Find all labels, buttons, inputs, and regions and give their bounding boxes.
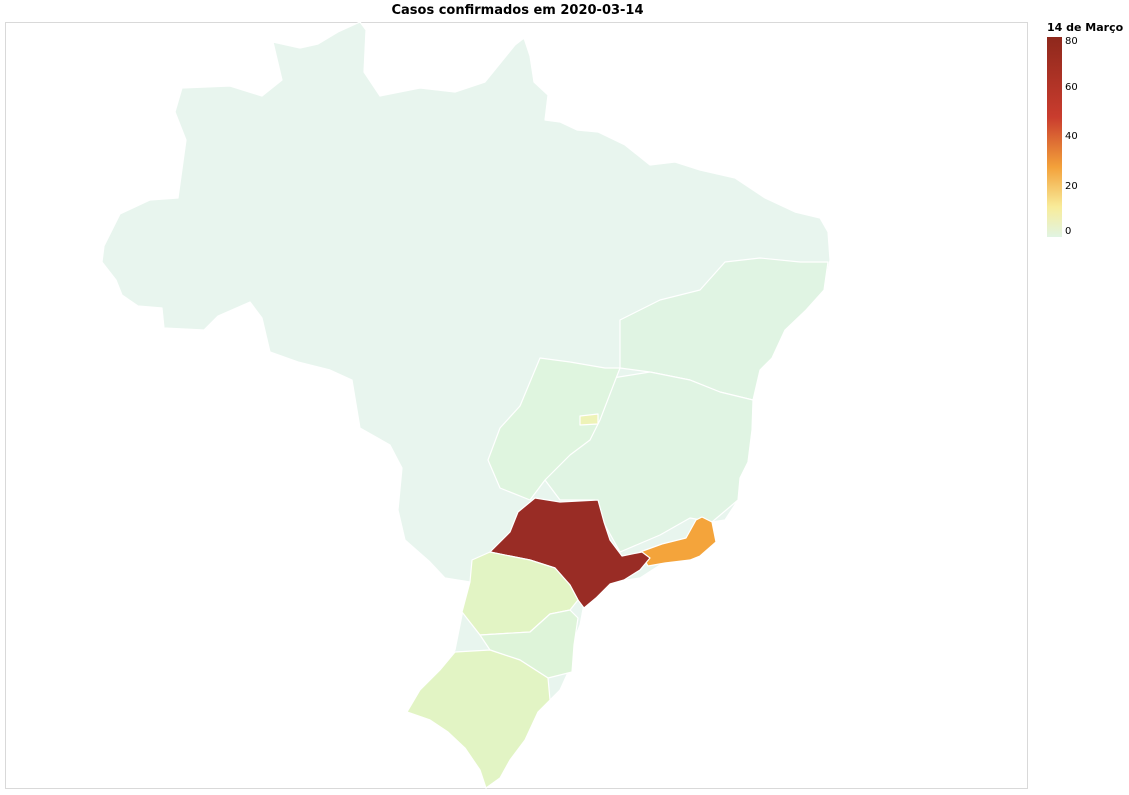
colorbar-tick-60: 60 — [1065, 82, 1078, 93]
colorbar-tick-0: 0 — [1065, 226, 1072, 237]
state-rj — [639, 516, 717, 567]
map-title: Casos confirmados em 2020-03-14 — [391, 3, 644, 18]
colorbar — [1047, 37, 1062, 237]
state-df — [579, 413, 599, 426]
state-rs — [406, 649, 551, 789]
legend-title: 14 de Março — [1047, 21, 1124, 34]
colorbar-tick-40: 40 — [1065, 131, 1078, 142]
colorbar-tick-20: 20 — [1065, 181, 1078, 192]
state-go — [487, 357, 621, 501]
colorbar-tick-80: 80 — [1065, 36, 1078, 47]
